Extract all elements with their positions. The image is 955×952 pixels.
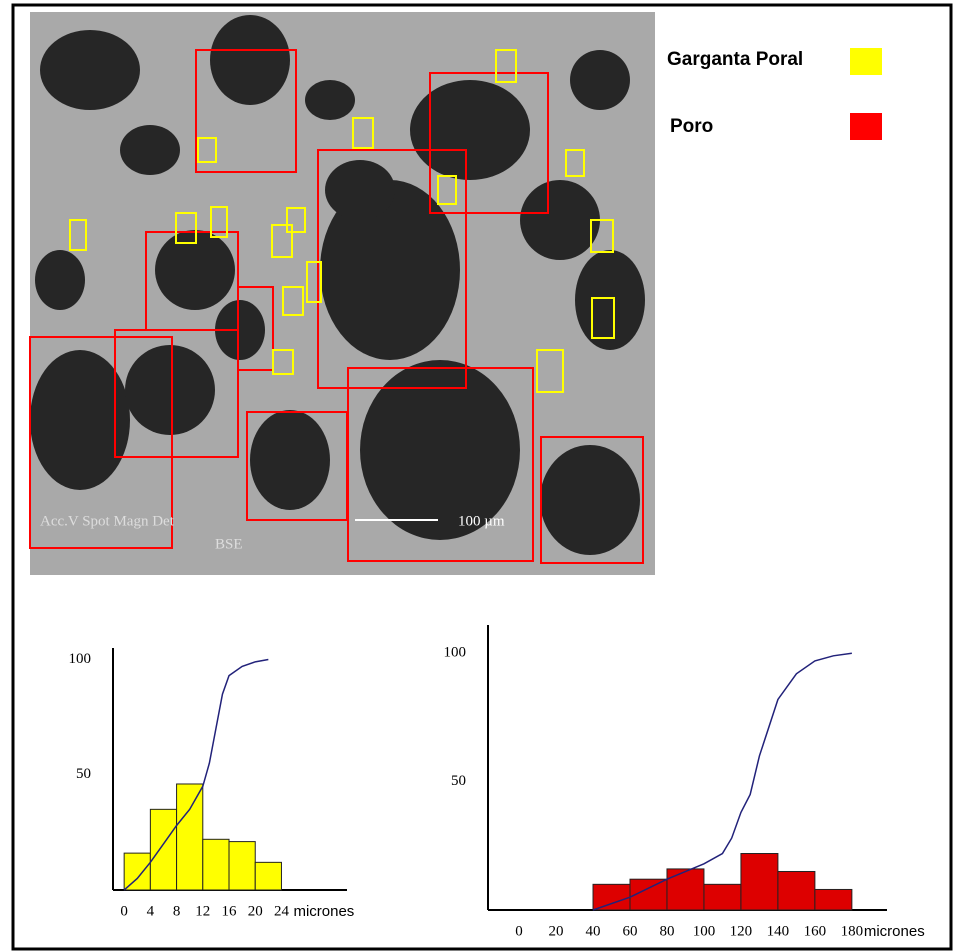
pore-blob <box>410 80 530 180</box>
throat-box <box>536 349 564 393</box>
bar <box>254 861 282 891</box>
pore-blob <box>250 410 330 510</box>
bar <box>814 888 853 911</box>
x-tick-label: 40 <box>586 923 601 939</box>
x-axis-label: micrones <box>864 923 925 940</box>
x-tick-label: 0 <box>120 903 128 919</box>
image-info: BSE <box>215 536 243 552</box>
bar <box>740 853 779 911</box>
y-tick-label: 50 <box>76 766 91 782</box>
throat-box <box>197 137 217 163</box>
throat-box <box>306 261 322 303</box>
pore-box <box>114 329 239 458</box>
x-tick-label: 120 <box>730 923 753 939</box>
throat-box <box>272 349 294 375</box>
x-tick-label: 60 <box>622 923 637 939</box>
throat-box <box>495 49 517 83</box>
bar <box>176 783 204 891</box>
pore-box <box>317 149 467 389</box>
pore-blob <box>305 80 355 120</box>
y-tick-label: 50 <box>451 773 466 789</box>
throat-box <box>590 219 614 253</box>
x-tick-label: 80 <box>659 923 674 939</box>
bar <box>123 852 151 891</box>
pore-blob <box>360 360 520 540</box>
sem-image: 100 µm Acc.V Spot Magn Det BSE <box>29 12 655 575</box>
legend-label: Garganta Poral <box>667 49 803 70</box>
legend-swatch <box>850 48 882 75</box>
pore-box <box>429 72 549 214</box>
x-tick-label: 8 <box>173 903 181 919</box>
throat-box <box>271 224 293 258</box>
pore-box <box>237 286 274 371</box>
pore-blob <box>35 250 85 310</box>
throat-box <box>352 117 374 149</box>
pore-blob <box>320 180 460 360</box>
x-tick-label: 140 <box>767 923 790 939</box>
bar <box>202 838 230 891</box>
x-tick-label: 180 <box>841 923 864 939</box>
pore-box <box>540 436 644 564</box>
x-tick-label: 160 <box>804 923 827 939</box>
pore-blob <box>215 300 265 360</box>
throat-box <box>175 212 197 244</box>
bar <box>149 808 178 891</box>
x-tick-label: 20 <box>549 923 564 939</box>
x-tick-label: 0 <box>515 923 523 939</box>
legend-label: Poro <box>670 116 713 137</box>
x-tick-label: 4 <box>147 903 155 919</box>
pore-blob <box>210 15 290 105</box>
bar <box>228 841 256 891</box>
throat-box <box>69 219 87 251</box>
pore-blob <box>325 160 395 220</box>
throat-box <box>286 207 306 233</box>
pore-box <box>29 336 173 549</box>
pore-blob <box>120 125 180 175</box>
cumulative-line <box>592 652 852 911</box>
bar <box>777 870 816 911</box>
x-tick-label: 20 <box>248 903 263 919</box>
x-tick-label: 16 <box>222 903 238 919</box>
pore-blob <box>30 350 130 490</box>
bar <box>703 883 742 911</box>
x-tick-label: 12 <box>195 903 210 919</box>
throat-box <box>565 149 585 177</box>
pore-blob <box>570 50 630 110</box>
pore-box <box>195 49 297 173</box>
throat-box <box>210 206 228 238</box>
pore-blob <box>40 30 140 110</box>
x-tick-label: 100 <box>693 923 716 939</box>
pore-blob <box>575 250 645 350</box>
x-axis-label: micrones <box>293 903 354 920</box>
cumulative-line <box>123 658 269 891</box>
x-tick-label: 24 <box>274 903 290 919</box>
y-tick-label: 100 <box>444 645 467 661</box>
scale-label: 100 µm <box>458 513 505 529</box>
throat-box <box>282 286 304 316</box>
pore-blob <box>520 180 600 260</box>
throat-box <box>591 297 615 339</box>
pore-blob <box>540 445 640 555</box>
bar <box>666 868 705 911</box>
bar <box>592 883 631 911</box>
pore-blob <box>155 230 235 310</box>
y-tick-label: 100 <box>69 651 92 667</box>
legend-swatch <box>850 113 882 140</box>
image-info: Acc.V Spot Magn Det <box>40 513 175 529</box>
pore-box <box>347 367 534 562</box>
throat-box <box>437 175 457 205</box>
pore-blob <box>125 345 215 435</box>
